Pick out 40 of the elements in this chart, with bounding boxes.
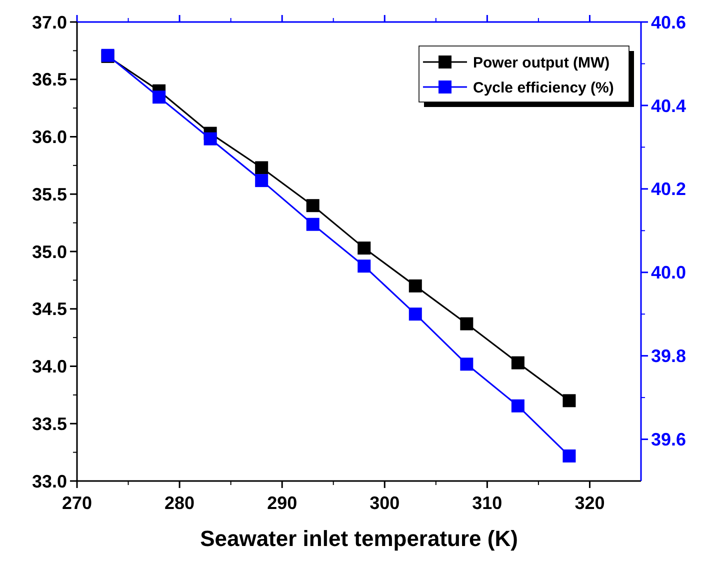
point (460, 358, 474, 371)
x-tick-label: 290 (267, 493, 298, 513)
point (408, 279, 422, 292)
point (511, 356, 524, 370)
y2-tick-label: 40.4 (651, 96, 686, 116)
y2-tick-label: 40.0 (651, 262, 686, 283)
x-tick-label: 270 (62, 493, 92, 513)
y2-tick-label: 40.2 (651, 179, 686, 200)
y2-tick-label: 39.6 (651, 430, 686, 450)
y2-tick-label: 40.6 (651, 12, 686, 32)
x-axis-title: Seawater inlet temperature (K) (200, 526, 518, 551)
y-tick-label: 33.5 (32, 414, 67, 434)
point (204, 132, 217, 146)
point (460, 317, 474, 330)
x-tick-label: 310 (472, 493, 502, 513)
point (152, 90, 166, 104)
y-tick-label: 37.0 (32, 12, 67, 32)
legend-label: Cycle efficiency (%) (473, 79, 614, 96)
x-tick-label: 320 (574, 493, 605, 513)
x-tick-label: 280 (164, 493, 195, 513)
point (408, 308, 422, 321)
y-tick-label: 36.0 (32, 127, 67, 148)
y-tick-label: 36.5 (32, 70, 67, 90)
y-tick-label: 34.0 (32, 356, 67, 377)
y-tick-label: 35.0 (32, 242, 67, 262)
point (562, 394, 576, 408)
x-tick-label: 300 (370, 493, 400, 513)
point (358, 242, 371, 255)
legend-label: Power output (MW) (473, 54, 610, 72)
y-tick-label: 33.0 (32, 471, 67, 492)
point (562, 449, 576, 462)
y-tick-label: 34.5 (32, 299, 67, 320)
point (511, 399, 524, 412)
y-tick-label: 35.5 (32, 184, 67, 204)
point (306, 199, 320, 212)
point (255, 174, 268, 188)
y2-tick-label: 39.8 (651, 346, 686, 366)
point (306, 218, 320, 231)
point (358, 260, 371, 273)
point (255, 161, 268, 174)
